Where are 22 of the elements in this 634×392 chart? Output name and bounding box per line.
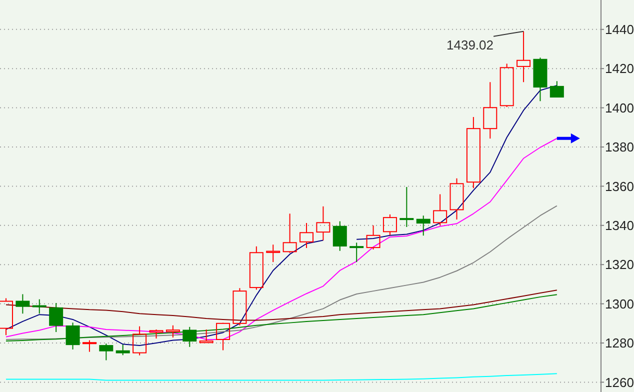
candlestick [516,30,531,83]
y-tick-label: 1320 [605,257,634,272]
y-tick-label: 1360 [605,178,634,194]
candlestick [266,244,280,263]
candlestick [332,220,347,252]
candlestick [416,215,430,236]
y-tick-label: 1400 [605,100,634,116]
y-tick-label: 1260 [605,374,634,390]
annotation: 1439.02 [446,37,494,52]
y-tick-label: 1380 [605,140,634,155]
y-tick-label: 1280 [605,336,634,351]
y-tick-label: 1440 [605,22,634,37]
line-series [6,373,558,381]
candlestick [316,206,330,241]
candlestick [466,116,480,189]
candlestick [483,82,498,140]
y-tick-label: 1340 [605,218,634,233]
candlestick [300,222,314,248]
y-tick-label: 1300 [605,296,634,312]
y-tick-label: 1420 [605,61,634,76]
candlestick [433,194,448,226]
candlestick [16,294,30,314]
